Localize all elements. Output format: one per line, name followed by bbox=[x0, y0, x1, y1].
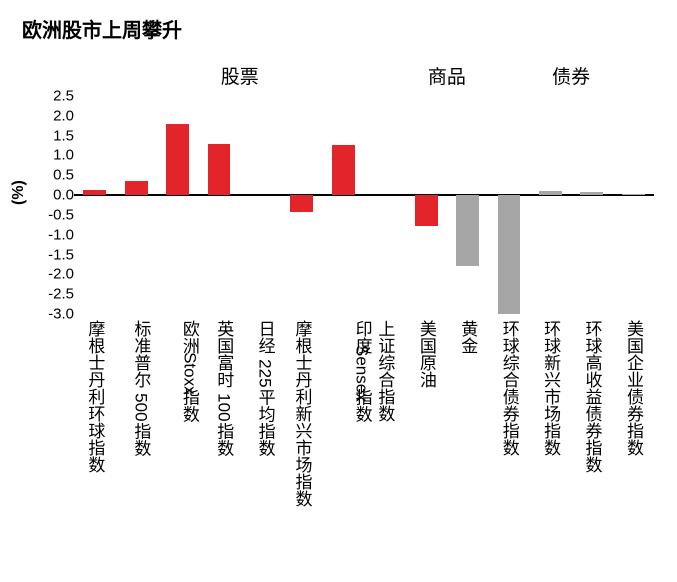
bar bbox=[208, 144, 231, 196]
zero-axis-line bbox=[74, 194, 654, 196]
group-label: 债券 bbox=[541, 62, 601, 89]
x-tick-label: 美国企业债券指数 bbox=[623, 320, 642, 456]
x-tick-label: 环球综合债券指数 bbox=[499, 320, 518, 456]
x-tick-label: 黄金 bbox=[458, 320, 477, 354]
x-axis-labels: 摩根士丹利环球指数 标准普尔500指数欧洲Stoxx指数英国富时100指数日经22… bbox=[74, 320, 654, 570]
bar bbox=[539, 191, 562, 195]
chart-container: 欧洲股市上周攀升 股票商品债券 (%) 2.52.01.51.00.50.0-0… bbox=[0, 0, 677, 582]
y-tick-label: 0.5 bbox=[36, 168, 74, 183]
bar bbox=[125, 181, 148, 195]
group-label: 股票 bbox=[210, 62, 270, 89]
x-tick-label: 上证综合指数 bbox=[375, 320, 394, 422]
x-tick-label: 摩根士丹利环球指数 bbox=[85, 320, 104, 473]
x-tick-label: 标准普尔500指数 bbox=[126, 320, 154, 457]
x-tick-label: 日经225平均指数 bbox=[250, 320, 278, 457]
y-tick-label: -1.5 bbox=[36, 247, 74, 262]
y-tick-label: -2.0 bbox=[36, 267, 74, 282]
bar bbox=[290, 195, 313, 212]
group-label: 商品 bbox=[417, 62, 477, 89]
bar bbox=[332, 145, 355, 195]
x-tick-label: 摩根士丹利新兴市场指数 bbox=[292, 320, 311, 507]
y-tick-label: -2.5 bbox=[36, 287, 74, 302]
bar bbox=[622, 194, 645, 196]
y-tick-label: 0.0 bbox=[36, 188, 74, 203]
bar bbox=[580, 192, 603, 195]
x-tick-label: 环球新兴市场指数 bbox=[540, 320, 559, 456]
bar bbox=[456, 195, 479, 266]
group-labels-row: 股票 商品 债券 bbox=[0, 62, 677, 86]
x-tick-label: 英国富时100指数 bbox=[209, 320, 237, 457]
y-tick-label: 1.0 bbox=[36, 148, 74, 163]
y-axis-label: (%) bbox=[10, 180, 28, 205]
bar bbox=[498, 195, 521, 314]
bar bbox=[83, 190, 106, 195]
x-tick-label: 欧洲Stoxx指数 bbox=[168, 320, 211, 423]
y-tick-label: 1.5 bbox=[36, 128, 74, 143]
y-axis: 2.52.01.51.00.50.0-0.5-1.0-1.5-2.0-2.5-3… bbox=[40, 96, 74, 314]
y-tick-label: 2.5 bbox=[36, 89, 74, 104]
y-tick-label: -0.5 bbox=[36, 207, 74, 222]
chart-title: 欧洲股市上周攀升 bbox=[22, 14, 659, 43]
bar bbox=[166, 124, 189, 195]
y-tick-label: -3.0 bbox=[36, 307, 74, 322]
x-tick-label: 环球高收益债券指数 bbox=[582, 320, 601, 473]
y-tick-label: -1.0 bbox=[36, 227, 74, 242]
bar bbox=[415, 195, 438, 226]
y-tick-label: 2.0 bbox=[36, 108, 74, 123]
x-tick-label: 美国原油 bbox=[416, 320, 435, 388]
plot-area bbox=[74, 96, 654, 314]
